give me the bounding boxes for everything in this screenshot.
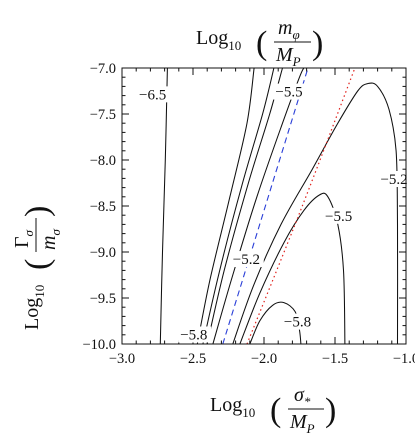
contour-line-5 (232, 82, 399, 344)
xlabel-numerator: σ (294, 384, 305, 406)
contour-label-bg (323, 207, 357, 224)
ylabel-log: Log (21, 298, 43, 330)
ylabel-denominator-sub: σ (48, 229, 63, 236)
contour-label-2: −5.2 (380, 172, 407, 188)
red-dotted-line (246, 68, 356, 344)
contour-label-3: −5.5 (325, 209, 352, 225)
contour-label-bg (378, 171, 412, 187)
contour-line-3 (206, 68, 284, 344)
title-numerator: m (278, 17, 292, 39)
title-close-paren: ) (312, 25, 323, 62)
contour-label-4: −5.2 (233, 252, 260, 268)
xlabel-denominator: M (289, 411, 308, 433)
y-axis-label: Log10 ( Γσ mσ ) (11, 206, 63, 330)
axes-layer: −3.0 −2.5 −2.0 −1.5 −1.0 −7.0 −7.5 −8.0 −8.5 −9.0… (82, 61, 415, 367)
chart-title: Log10 ( mφ MP ) (196, 17, 323, 69)
contour-label-bg (230, 251, 264, 268)
title-denominator-sub: P (292, 54, 301, 69)
svg-text:Log10: Log10 (21, 285, 47, 330)
title-open-paren: ( (256, 25, 267, 62)
y-tick-label: −7.0 (90, 61, 116, 77)
xlabel-numerator-sub: * (304, 394, 311, 409)
svg-text:Log10: Log10 (196, 27, 241, 53)
xlabel-log-sub: 10 (242, 405, 255, 420)
xlabel-open-paren: ( (270, 392, 281, 429)
plot-area: −3.0 −2.5 −2.0 −1.5 −1.0 −7.0 −7.5 −8.0 −8.5 −9.0… (82, 61, 415, 367)
y-tick-label: −10.0 (82, 337, 116, 353)
xlabel-log: Log (210, 394, 242, 416)
x-tick-label: −3.0 (109, 351, 135, 367)
x-tick-label: −2.5 (180, 351, 206, 367)
y-tick-label: −9.5 (90, 291, 116, 307)
x-tick-label: −1.5 (322, 351, 348, 367)
ylabel-close-paren: ) (19, 206, 56, 217)
x-tick-label: −2.0 (251, 351, 277, 367)
curves-layer (159, 68, 399, 344)
svg-text:mσ: mσ (38, 229, 63, 250)
y-tick-label: −8.0 (90, 153, 116, 169)
svg-text:σ*: σ* (294, 384, 311, 409)
ylabel-open-paren: ( (19, 259, 56, 270)
contour-label-5: −5.8 (284, 315, 311, 331)
svg-text:MP: MP (289, 411, 315, 433)
svg-text:MP: MP (275, 44, 301, 69)
contour-label-0: −6.5 (139, 87, 166, 103)
contour-label-bg (281, 313, 315, 330)
ylabel-denominator: m (38, 236, 60, 250)
y-tick-label: −8.5 (90, 199, 116, 215)
contour-line-4 (212, 68, 305, 344)
svg-text:Γσ: Γσ (11, 229, 36, 248)
xlabel-close-paren: ) (325, 392, 336, 429)
title-denominator: M (275, 44, 294, 66)
title-log-sub: 10 (228, 38, 241, 53)
contour-label-1: −5.5 (275, 85, 302, 101)
contour-label-6: −5.8 (180, 327, 207, 343)
x-tick-label: −1.0 (393, 351, 415, 367)
contour-label-bg (137, 86, 171, 103)
svg-text:mφ: mφ (278, 17, 300, 42)
xlabel-denominator-sub: P (306, 421, 315, 433)
svg-text:Log10: Log10 (210, 394, 255, 420)
contour-label-bg (273, 83, 307, 100)
contour-line-2 (202, 68, 275, 344)
contour-labels-layer: −6.5 −5.5 −5.2 −5.5 −5.2 −5.8 −5.8 (137, 83, 412, 343)
ylabel-numerator-sub: σ (21, 229, 36, 236)
contour-line-7 (249, 301, 302, 344)
blue-dashed-line (222, 68, 309, 344)
contour-label-bg (178, 326, 212, 343)
contour-line-1 (196, 68, 255, 344)
contour-line-0 (159, 68, 168, 344)
ylabel-log-sub: 10 (32, 285, 47, 298)
title-numerator-sub: φ (292, 27, 299, 42)
ylabel-numerator: Γ (11, 236, 33, 248)
title-log: Log (196, 27, 228, 49)
y-tick-label: −7.5 (90, 107, 116, 123)
y-tick-label: −9.0 (90, 245, 116, 261)
contour-line-6 (239, 192, 346, 344)
x-axis-label: Log10 ( σ* MP ) (210, 384, 336, 433)
plot-frame (121, 67, 407, 345)
